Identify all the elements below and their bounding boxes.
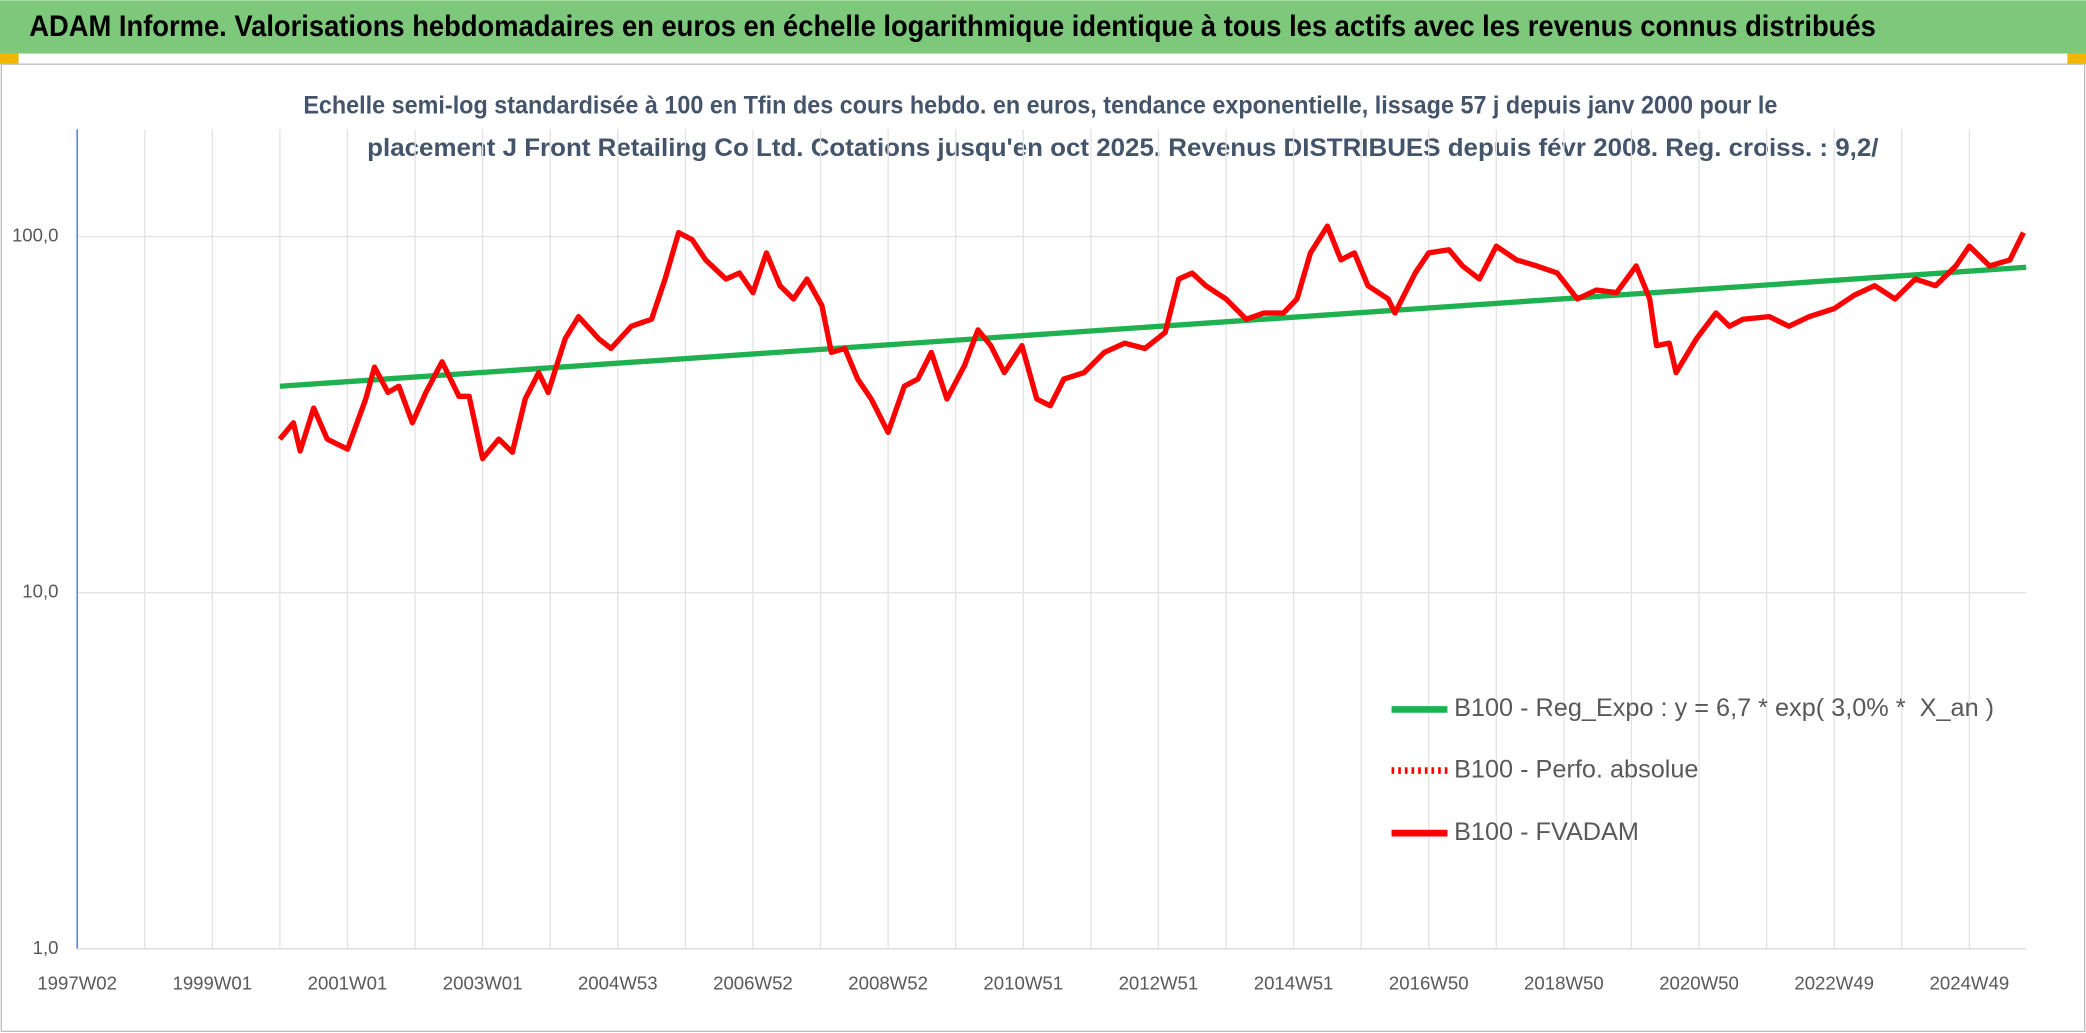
legend-label: B100 - Reg_Expo : y = 6,7 * exp( 3,0% * … xyxy=(1454,694,1994,722)
x-tick-label: 2016W50 xyxy=(1389,973,1469,994)
y-tick-label: 10,0 xyxy=(22,581,58,602)
x-tick-label: 2018W50 xyxy=(1524,973,1604,994)
x-tick-label: 2004W53 xyxy=(578,973,658,994)
chart-frame xyxy=(0,63,2086,1033)
x-tick-label: 2010W51 xyxy=(983,973,1063,994)
series-line xyxy=(277,223,2026,462)
legend-label: B100 - Perfo. absolue xyxy=(1454,755,1698,783)
x-tick-label: 2008W52 xyxy=(848,973,928,994)
y-tick-label: 1,0 xyxy=(33,937,59,958)
corner xyxy=(2067,53,2086,65)
header-title: ADAM Informe. Valorisations hebdomadaire… xyxy=(29,11,1876,43)
subtitle: Echelle semi-log standardisée à 100 en T… xyxy=(303,91,1777,119)
x-tick-label: 2006W52 xyxy=(713,973,793,994)
series-line xyxy=(279,264,2027,389)
x-tick-label: 1997W02 xyxy=(37,973,117,994)
header-bar xyxy=(0,0,2086,54)
x-tick-label: 2012W51 xyxy=(1119,973,1199,994)
legend-label: B100 - FVADAM xyxy=(1454,818,1639,846)
x-tick-label: 2020W50 xyxy=(1659,973,1739,994)
x-tick-label: 2024W49 xyxy=(1930,973,2010,994)
corner xyxy=(0,53,19,65)
x-tick-label: 2003W01 xyxy=(443,973,523,994)
x-tick-label: 1999W01 xyxy=(172,973,252,994)
subtitle: placement J Front Retailing Co Ltd. Cota… xyxy=(367,134,1878,162)
x-tick-label: 2001W01 xyxy=(308,973,388,994)
x-tick-label: 2014W51 xyxy=(1254,973,1334,994)
x-tick-label: 2022W49 xyxy=(1794,973,1874,994)
y-tick-label: 100,0 xyxy=(12,224,59,245)
